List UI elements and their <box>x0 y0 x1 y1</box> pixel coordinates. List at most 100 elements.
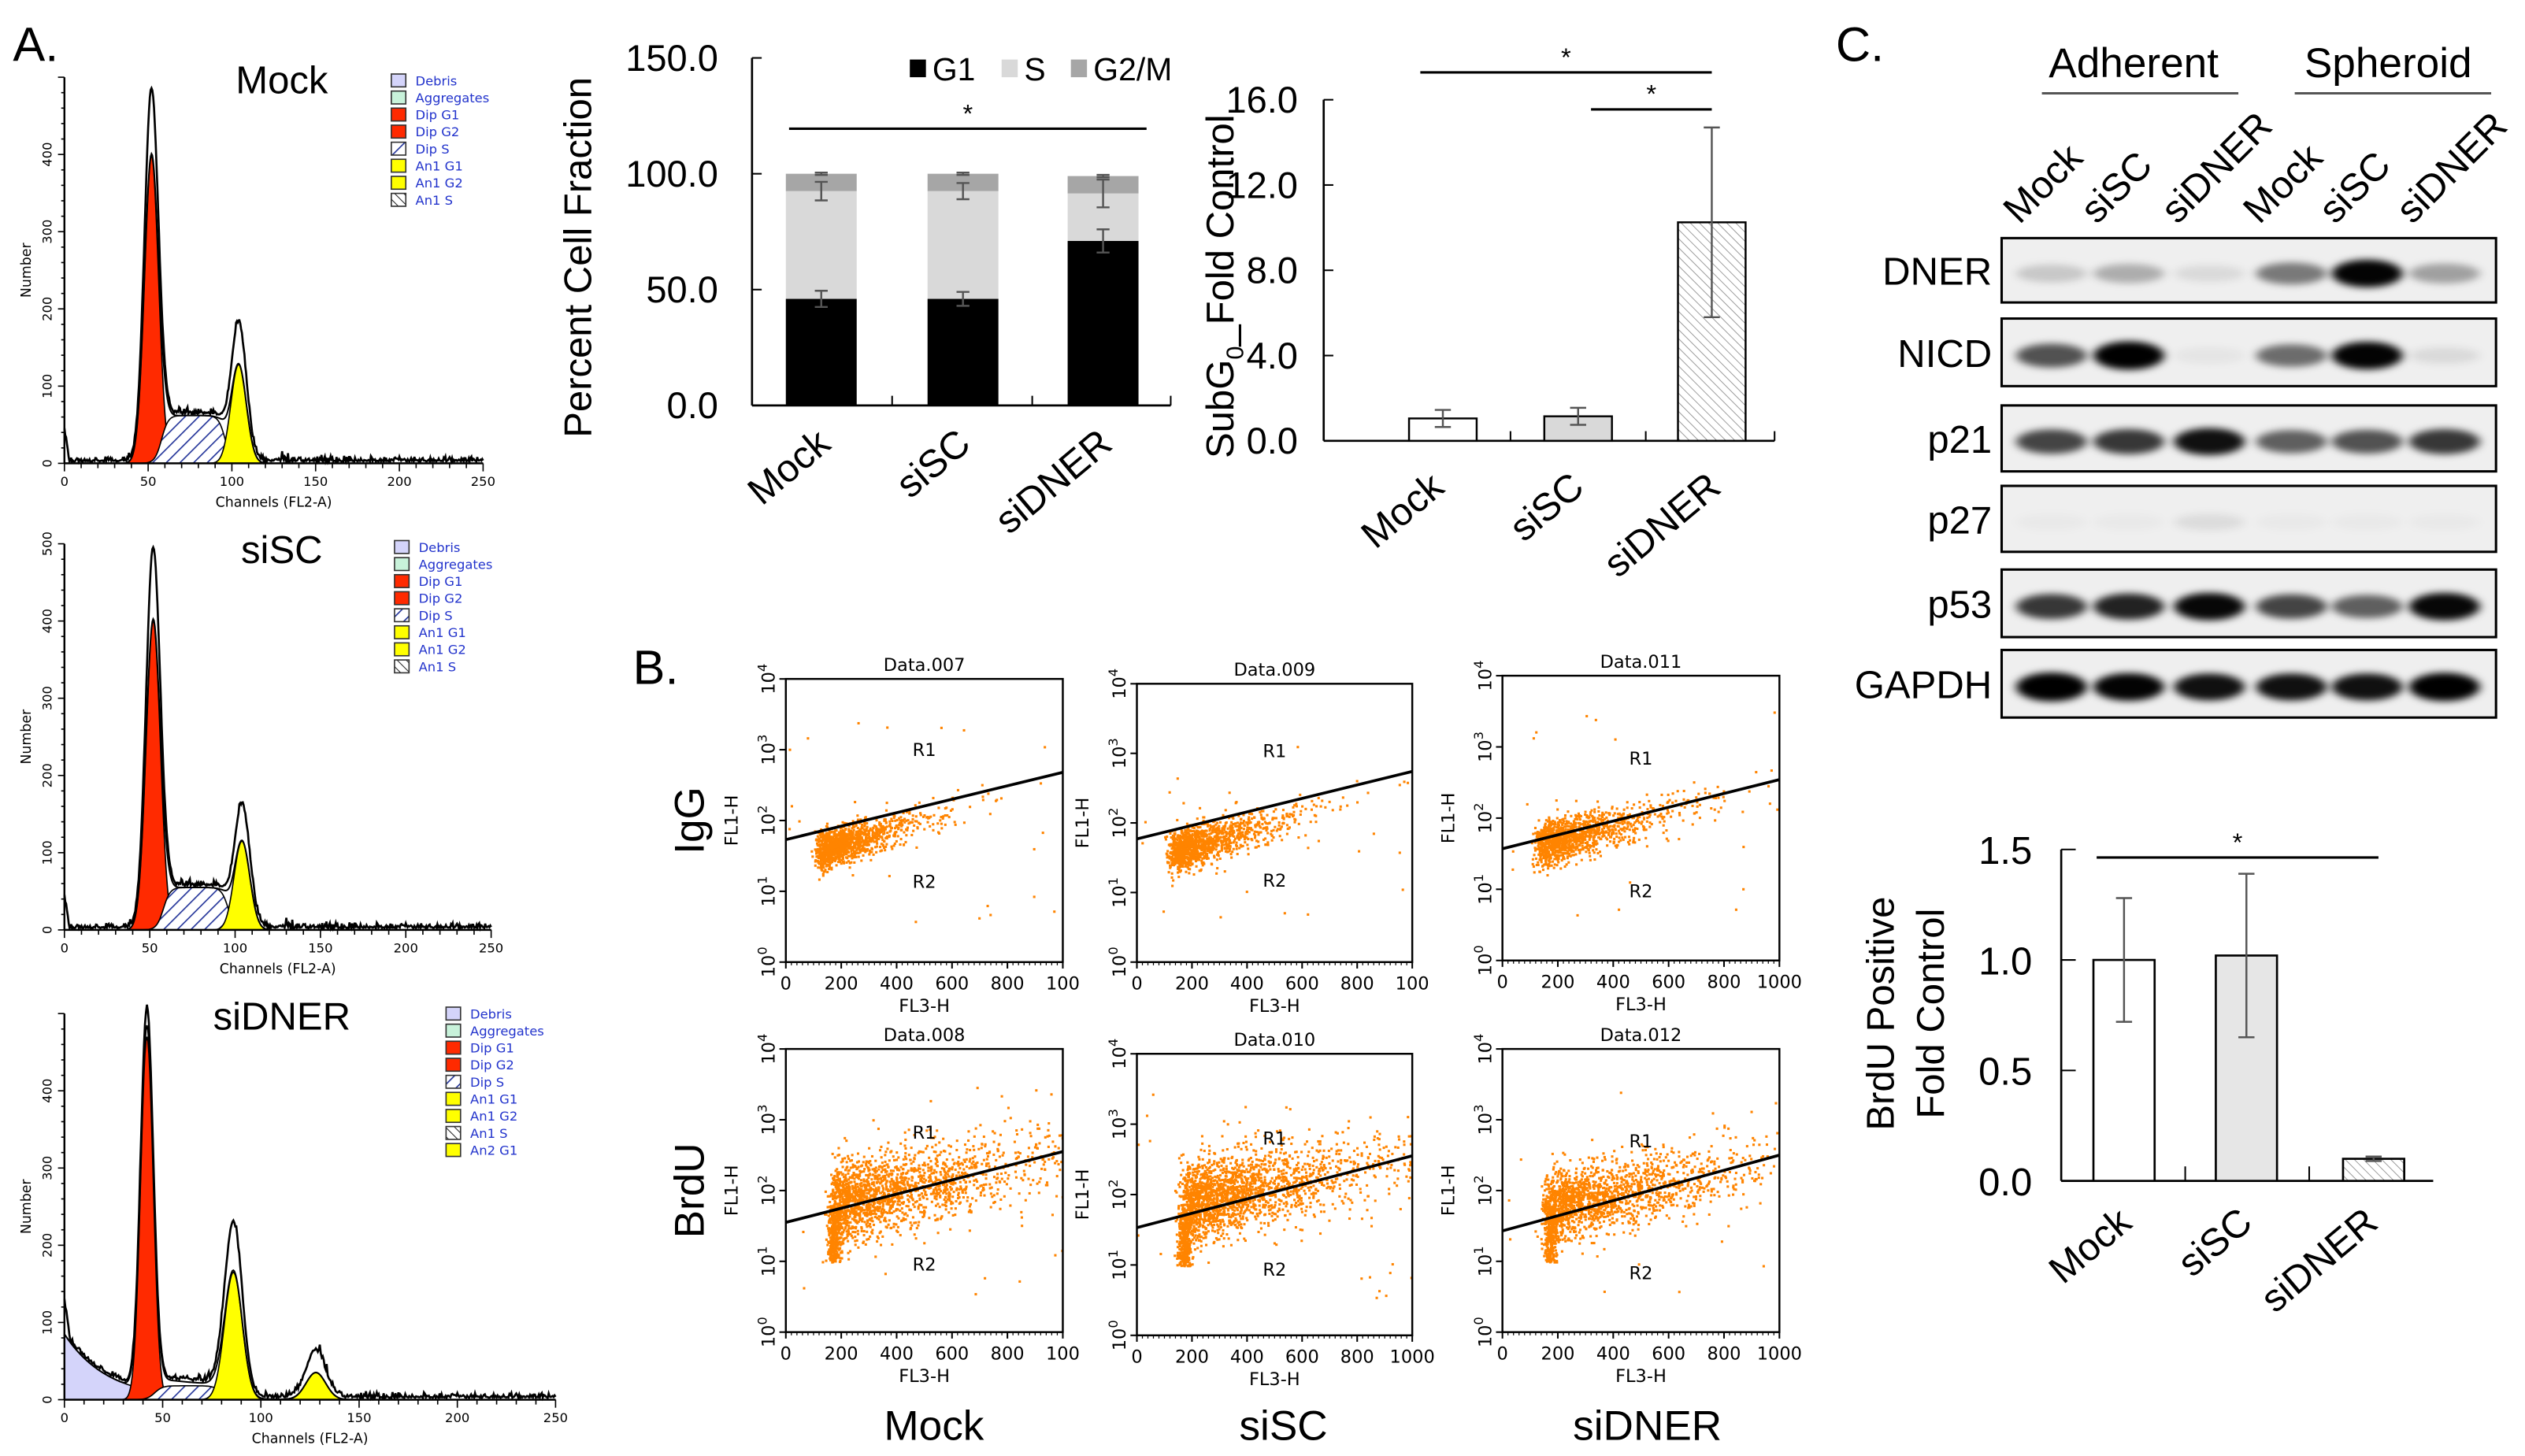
scatter-point <box>1171 846 1174 849</box>
scatter-point <box>1000 1177 1003 1180</box>
scatter-point <box>1192 841 1195 844</box>
scatter-point <box>1177 856 1181 859</box>
scatter-point <box>1036 1123 1040 1126</box>
scatter-point <box>1698 803 1701 806</box>
scatter-point <box>1184 829 1187 832</box>
scatter-point <box>1561 821 1564 824</box>
scatter-point <box>1557 832 1560 835</box>
scatter-point <box>1280 825 1283 828</box>
scatter-point <box>1229 825 1232 828</box>
scatter-point <box>1355 780 1359 783</box>
scatter-point <box>877 1168 881 1171</box>
scatter-point <box>1247 818 1250 821</box>
scatter-point <box>1238 829 1241 832</box>
scatter-point <box>1174 832 1177 835</box>
scatter-point <box>1194 856 1197 859</box>
scatter-point <box>1202 861 1205 864</box>
scatter-point <box>816 847 819 850</box>
scatter-point <box>951 1165 954 1169</box>
scatter-point <box>1162 910 1166 913</box>
scatter-point <box>1556 821 1560 824</box>
scatter-point <box>898 817 901 820</box>
scatter-point <box>819 860 822 863</box>
scatter-point <box>1600 813 1604 817</box>
scatter-point <box>857 845 860 848</box>
scatter-point <box>1603 831 1606 834</box>
scatter-point <box>888 1159 891 1162</box>
y-tick-label: 50.0 <box>646 269 718 310</box>
scatter-point <box>1203 823 1206 826</box>
scatter-point <box>912 1160 915 1163</box>
scatter-point <box>847 1200 850 1204</box>
scatter-point <box>861 845 864 848</box>
scatter-point <box>1633 841 1637 844</box>
scatter-point <box>1601 835 1604 838</box>
scatter-point <box>838 848 841 852</box>
scatter-point <box>1552 840 1555 843</box>
scatter-point <box>1229 847 1232 850</box>
scatter-point <box>838 1154 841 1157</box>
scatter-point <box>918 1203 921 1206</box>
scatter-point <box>1545 856 1548 859</box>
raw-data-curve <box>63 1004 557 1402</box>
scatter-point <box>880 824 883 828</box>
scatter-point <box>1242 821 1245 824</box>
scatter-point <box>1574 817 1577 821</box>
scatter-point <box>1586 840 1589 843</box>
scatter-point <box>833 831 836 834</box>
scatter-point <box>1605 823 1608 826</box>
scatter-point <box>1185 830 1188 833</box>
scatter-point <box>819 847 822 850</box>
scatter-point <box>1182 850 1185 854</box>
scatter-point <box>1670 815 1673 818</box>
scatter-point <box>892 835 895 838</box>
scatter-point <box>1251 813 1254 816</box>
scatter-point <box>1193 841 1196 844</box>
scatter-point <box>875 839 878 843</box>
scatter-point <box>1215 828 1218 831</box>
scatter-point <box>1558 838 1561 841</box>
scatter-point <box>1601 818 1604 821</box>
scatter-point <box>1576 814 1579 817</box>
scatter-point <box>850 850 853 853</box>
scatter-point <box>842 829 845 832</box>
scatter-point <box>1560 859 1563 862</box>
scatter-point <box>821 872 825 876</box>
scatter-point <box>1723 799 1726 802</box>
scatter-point <box>1181 855 1184 858</box>
scatter-point <box>1266 827 1269 830</box>
scatter-point <box>832 834 836 837</box>
legend-label: Dip G1 <box>416 108 460 123</box>
scatter-point <box>1717 796 1720 799</box>
scatter-point <box>1294 818 1297 821</box>
scatter-point <box>978 917 981 920</box>
scatter-point <box>1614 844 1617 847</box>
scatter-point <box>820 861 823 865</box>
scatter-point <box>860 859 863 862</box>
scatter-point <box>1607 828 1610 831</box>
region-label-r2: R2 <box>1630 881 1653 902</box>
scatter-point <box>1288 813 1292 816</box>
scatter-point <box>1193 853 1196 856</box>
scatter-point <box>847 1217 850 1220</box>
scatter-point <box>1021 1128 1024 1131</box>
scatter-point <box>825 849 829 853</box>
scatter-point <box>1568 834 1571 837</box>
scatter-point <box>845 861 848 864</box>
scatter-point <box>879 850 882 853</box>
y-tick-label: 150.0 <box>625 37 718 79</box>
scatter-point <box>1222 825 1225 828</box>
legend-label: Debris <box>470 1006 512 1021</box>
scatter-point <box>1358 850 1361 853</box>
scatter-point <box>1002 1151 1005 1154</box>
scatter-point <box>1264 843 1267 847</box>
scatter-point <box>1695 796 1698 799</box>
scatter-point <box>814 864 817 867</box>
scatter-point <box>1231 850 1234 854</box>
scatter-point <box>1581 841 1585 844</box>
scatter-point <box>1548 862 1551 865</box>
scatter-point <box>1220 841 1223 844</box>
scatter-point <box>848 843 851 847</box>
scatter-point <box>1598 814 1601 817</box>
